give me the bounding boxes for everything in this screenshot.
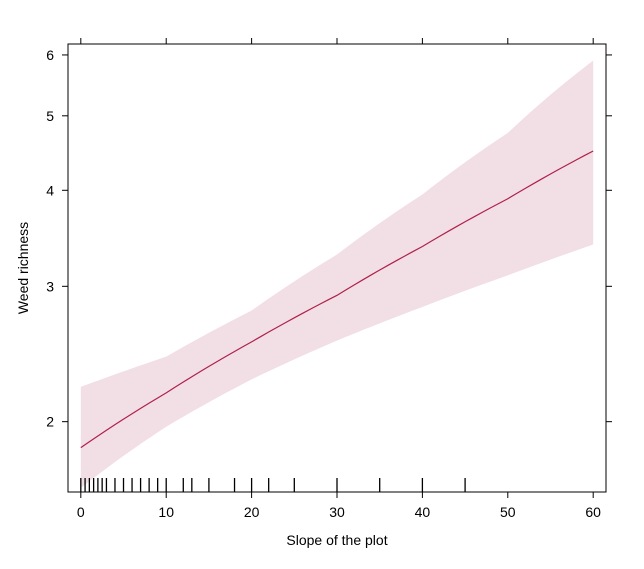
- x-axis-ticks: 0 10 20 30 40 50 60: [77, 38, 601, 520]
- rug-layer: [80, 478, 466, 492]
- y-tick-label: 3: [46, 278, 54, 294]
- x-tick-label: 20: [244, 504, 260, 520]
- y-tick-label: 2: [46, 414, 54, 430]
- x-tick-label: 50: [500, 504, 516, 520]
- y-axis-ticks: 2 3 4 5 6: [46, 47, 612, 430]
- x-tick-label: 40: [415, 504, 431, 520]
- x-tick-label: 10: [158, 504, 174, 520]
- x-tick-label: 30: [329, 504, 345, 520]
- y-axis-title: Weed richness: [15, 222, 31, 314]
- confidence-band-layer: [80, 60, 594, 488]
- y-tick-label: 6: [46, 47, 54, 63]
- y-tick-label: 5: [46, 108, 54, 124]
- x-tick-label: 60: [585, 504, 601, 520]
- confidence-band: [80, 60, 594, 488]
- x-axis-title: Slope of the plot: [286, 532, 387, 548]
- fit-line-layer: [80, 150, 594, 449]
- fit-line: [80, 150, 594, 449]
- x-tick-label: 0: [77, 504, 85, 520]
- y-tick-label: 4: [46, 182, 54, 198]
